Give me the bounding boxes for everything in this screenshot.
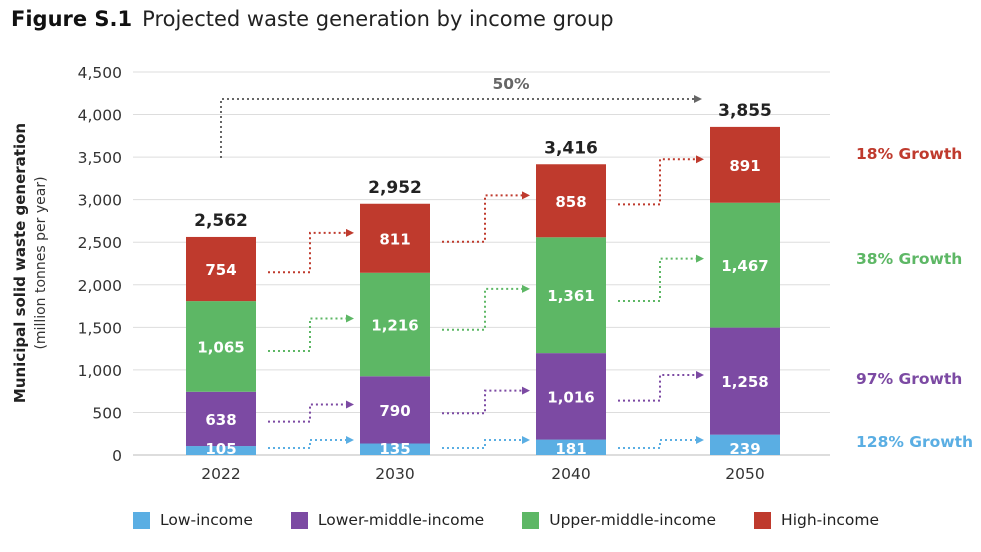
growth-arrow-lower_middle: [618, 370, 704, 402]
y-axis-subtitle: (million tonnes per year): [33, 176, 49, 349]
legend: Low-income Lower-middle-income Upper-middl…: [133, 511, 917, 529]
legend-label: Lower-middle-income: [317, 511, 485, 529]
bar-segment-lower_middle: [536, 353, 606, 440]
growth-arrows: [220, 95, 704, 449]
growth-arrow-high: [618, 155, 704, 206]
data-label: 239: [729, 440, 760, 458]
x-tick-label: 2022: [201, 465, 240, 483]
bar-segment-high: [536, 164, 606, 238]
bar-segment-upper_middle: [360, 272, 430, 377]
growth-arrow-low: [268, 436, 354, 449]
bar-segment-high: [360, 203, 430, 273]
data-label: 790: [379, 402, 410, 420]
data-label: 1,065: [197, 338, 244, 356]
bar-segment-lower_middle: [710, 327, 780, 435]
data-label: 1,258: [721, 373, 768, 391]
y-axis-title: Municipal solid waste generation: [11, 123, 29, 403]
x-tick-label: 2050: [725, 465, 764, 483]
growth-arrow-low: [442, 436, 530, 449]
bar-segment-upper_middle: [536, 237, 606, 354]
y-tick-label: 500: [92, 404, 122, 422]
growth-arrow-upper_middle: [442, 284, 530, 331]
data-label: 638: [205, 411, 236, 429]
bar-segment-low: [710, 434, 780, 455]
growth-arrow-high: [268, 228, 354, 274]
bars: [186, 126, 780, 455]
legend-label: Upper-middle-income: [549, 511, 717, 529]
figure-caption: Projected waste generation by income gro…: [142, 7, 614, 31]
chart: 0 500 1,000 1,500 2,000 2,500 3,000 3,500 4,000 4…: [11, 64, 973, 483]
y-tick-label: 0: [112, 447, 122, 465]
overall-growth-arrow: [220, 95, 702, 158]
legend-swatch: [290, 511, 308, 529]
y-tick-label: 1,000: [78, 362, 122, 380]
bar-segment-low: [186, 446, 256, 455]
growth-arrow-lower_middle: [442, 386, 530, 415]
y-tick-label: 2,000: [78, 277, 122, 295]
legend-item-low: Low-income: [133, 511, 253, 529]
figure-label: Figure S.1: [11, 7, 133, 31]
total-label: 2,562: [194, 211, 248, 231]
overall-growth-label: 50%: [492, 75, 530, 93]
data-label: 1,361: [547, 287, 594, 305]
data-label: 135: [379, 440, 410, 458]
bar-segment-high: [710, 126, 780, 203]
x-tick-label: 2040: [551, 465, 590, 483]
legend-item-lower_middle: Lower-middle-income: [290, 511, 485, 529]
data-label: 1,467: [721, 257, 768, 275]
y-tick-label: 1,500: [78, 319, 122, 337]
growth-arrow-upper_middle: [618, 254, 704, 302]
growth-annotation-lower_middle: 97% Growth: [856, 370, 962, 388]
chart-title: Figure S.1 Projected waste generation by …: [11, 7, 614, 31]
y-tick-label: 4,500: [78, 64, 122, 82]
data-label: 105: [205, 440, 236, 458]
growth-annotation-low: 128% Growth: [856, 433, 973, 451]
bar-segment-lower_middle: [360, 376, 430, 444]
y-tick-label: 3,000: [78, 192, 122, 210]
legend-label: High-income: [781, 511, 880, 529]
y-axis: 0 500 1,000 1,500 2,000 2,500 3,000 3,500 4,000 4…: [11, 64, 765, 483]
legend-label: Low-income: [160, 511, 253, 529]
growth-arrow-lower_middle: [268, 400, 354, 423]
bar-segment-low: [360, 443, 430, 455]
growth-arrow-high: [442, 191, 530, 243]
bar-segment-upper_middle: [186, 301, 256, 392]
legend-item-upper_middle: Upper-middle-income: [522, 511, 716, 529]
data-label: 181: [555, 440, 586, 458]
growth-annotation-upper_middle: 38% Growth: [856, 250, 962, 268]
data-label: 1,016: [547, 388, 594, 406]
data-label: 858: [555, 193, 586, 211]
bar-segment-lower_middle: [186, 391, 256, 447]
total-label: 3,855: [718, 101, 772, 121]
y-tick-label: 2,500: [78, 234, 122, 252]
data-label: 754: [205, 261, 236, 279]
y-tick-label: 4,000: [78, 107, 122, 125]
bar-segment-low: [536, 439, 606, 455]
data-labels: 105 638 1,065 754 2,562 135 790 1,216 811 2,952 18…: [194, 75, 973, 458]
bar-segment-high: [186, 236, 256, 302]
legend-swatch: [133, 511, 150, 529]
bar-segment-upper_middle: [710, 202, 780, 328]
data-label: 1,216: [371, 317, 418, 335]
total-label: 2,952: [368, 178, 422, 198]
growth-arrow-upper_middle: [268, 314, 354, 352]
growth-arrow-low: [618, 436, 704, 449]
legend-swatch: [754, 511, 772, 529]
data-label: 811: [379, 230, 410, 248]
data-label: 891: [729, 157, 760, 175]
legend-item-high: High-income: [754, 511, 879, 529]
growth-annotation-high: 18% Growth: [856, 145, 962, 163]
legend-swatch: [522, 511, 540, 529]
y-tick-label: 3,500: [78, 149, 122, 167]
total-label: 3,416: [544, 138, 598, 158]
x-tick-label: 2030: [375, 465, 414, 483]
